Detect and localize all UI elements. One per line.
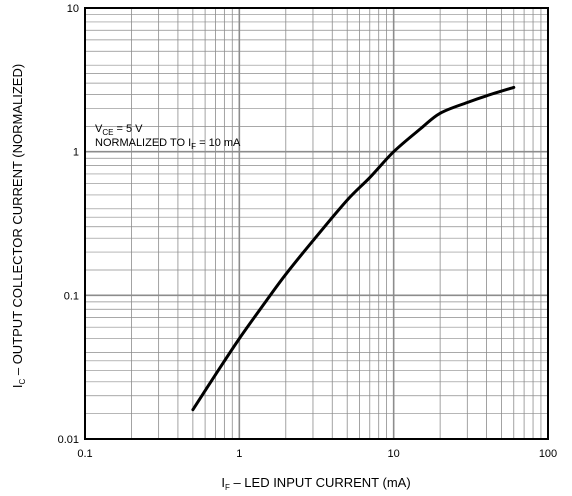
- y-axis-title: IC – OUTPUT COLLECTOR CURRENT (NORMALIZE…: [10, 64, 27, 388]
- x-tick-label: 0.1: [77, 448, 92, 460]
- y-tick-label: 0.1: [64, 290, 79, 302]
- y-tick-label: 1: [73, 147, 79, 159]
- plot-frame: [84, 7, 549, 440]
- x-axis-title: IF – LED INPUT CURRENT (mA): [221, 475, 410, 492]
- grid: [85, 8, 548, 439]
- annotation-vce: VCE = 5 V: [95, 123, 143, 137]
- y-tick-label: 10: [67, 3, 79, 15]
- annotation-normalized: NORMALIZED TO IF = 10 mA: [95, 137, 241, 151]
- y-tick-label: 0.01: [58, 434, 79, 446]
- x-tick-label: 1: [236, 448, 242, 460]
- series-line: [191, 85, 516, 412]
- x-tick-label: 100: [539, 448, 557, 460]
- tick-labels: 0.1 1 10 100 0.01 0.1 1 10: [58, 3, 558, 460]
- x-tick-label: 10: [388, 448, 400, 460]
